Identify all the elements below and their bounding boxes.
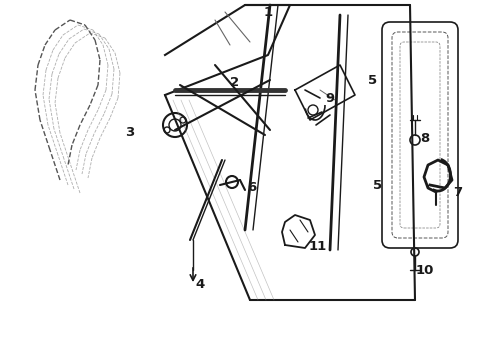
Text: 6: 6 (247, 180, 257, 194)
Text: 9: 9 (325, 91, 335, 104)
Text: 3: 3 (125, 126, 135, 139)
Text: 8: 8 (420, 131, 430, 144)
Text: 11: 11 (309, 240, 327, 253)
Text: 2: 2 (230, 76, 240, 89)
Text: 4: 4 (196, 279, 205, 292)
Text: 5: 5 (368, 73, 378, 86)
Text: 1: 1 (264, 5, 272, 18)
Text: 7: 7 (453, 185, 463, 198)
Text: 5: 5 (373, 179, 383, 192)
Text: 10: 10 (416, 264, 434, 276)
